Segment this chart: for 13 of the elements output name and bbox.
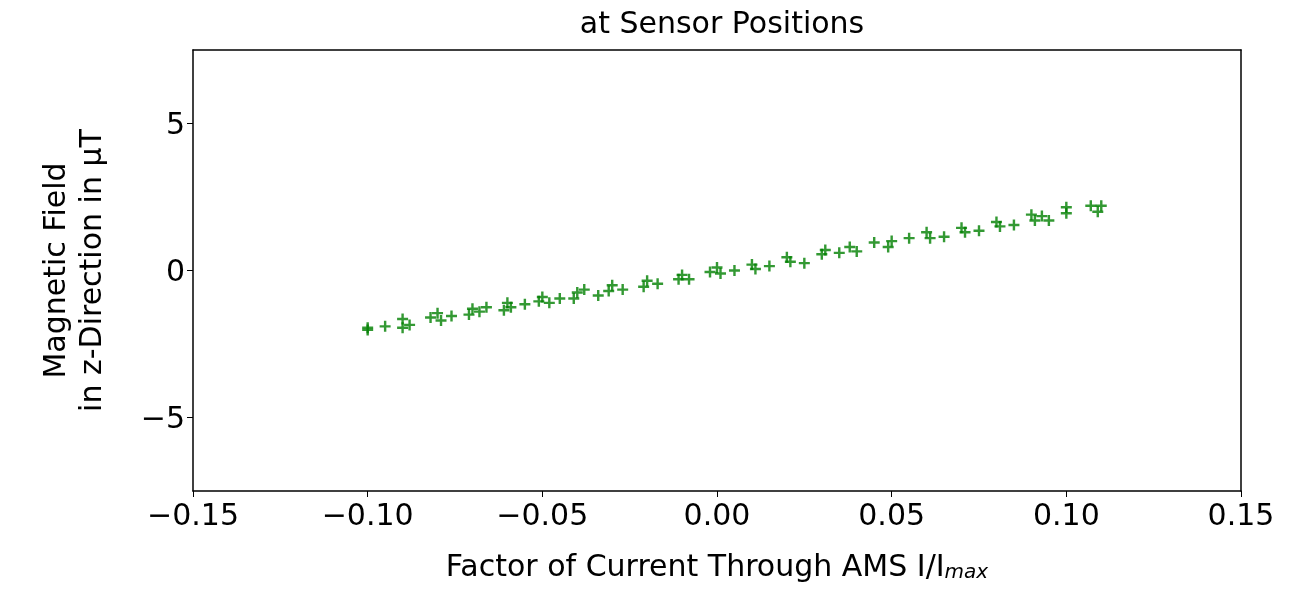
x-tick-label: −0.10 (321, 496, 414, 532)
x-tick-label: −0.05 (496, 496, 589, 532)
x-axis-title: Factor of Current Through AMS I/Imax (445, 547, 989, 583)
x-tick-label: −0.15 (147, 496, 239, 532)
x-tick-label: 0.10 (1032, 496, 1100, 532)
y-tick-label: 0 (165, 253, 185, 288)
x-tick-label: 0.05 (858, 496, 926, 532)
chart-title: at Sensor Positions (579, 4, 865, 40)
x-tick-label: 0.15 (1207, 496, 1275, 532)
y-tick-label: 5 (165, 106, 185, 141)
y-tick-label: −5 (140, 400, 185, 435)
y-axis-title: Magnetic Field in z-Direction in μT (36, 128, 108, 412)
x-tick-label: 0.00 (683, 496, 751, 532)
